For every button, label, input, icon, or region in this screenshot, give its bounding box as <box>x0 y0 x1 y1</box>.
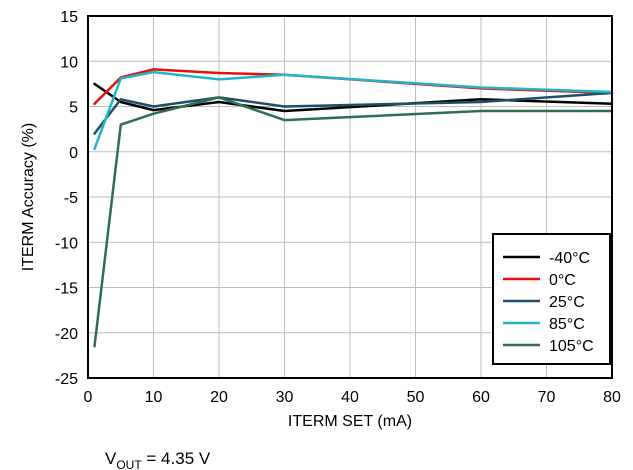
y-tick-label: -10 <box>55 235 78 252</box>
x-tick-label: 60 <box>472 389 490 406</box>
x-tick-label: 50 <box>407 389 425 406</box>
x-tick-label: 30 <box>276 389 294 406</box>
y-tick-label: -25 <box>55 371 78 388</box>
x-tick-labels: 0 10 20 30 40 50 60 70 80 <box>84 389 621 406</box>
legend-label-1: 0°C <box>549 272 576 289</box>
y-tick-labels: 15 10 5 0 -5 -10 -15 -20 -25 <box>55 9 78 388</box>
x-tick-label: 40 <box>341 389 359 406</box>
y-tick-label: 5 <box>69 100 78 117</box>
legend-label-2: 25°C <box>549 294 585 311</box>
x-axis-title: ITERM SET (mA) <box>288 413 412 430</box>
x-tick-label: 10 <box>145 389 163 406</box>
legend: -40°C 0°C 25°C 85°C 105°C <box>492 233 611 365</box>
legend-label-0: -40°C <box>549 250 590 267</box>
y-axis-title: ITERM Accuracy (%) <box>20 123 37 271</box>
vout-note-suffix: = 4.35 V <box>142 449 211 468</box>
y-tick-label: 15 <box>60 9 78 26</box>
x-tick-label: 80 <box>603 389 621 406</box>
vout-note: VOUT = 4.35 V <box>105 449 211 470</box>
series-line-4 <box>93 96 614 348</box>
x-tick-label: 70 <box>538 389 556 406</box>
vout-note-subscript: OUT <box>116 458 142 470</box>
legend-box <box>492 233 611 365</box>
x-tick-label: 20 <box>210 389 228 406</box>
series-line-0 <box>93 82 614 113</box>
series-lines <box>93 68 614 348</box>
y-tick-label: -5 <box>64 190 78 207</box>
y-tick-label: 0 <box>69 145 78 162</box>
legend-label-3: 85°C <box>549 316 585 333</box>
x-tick-label: 0 <box>84 389 93 406</box>
vout-note-prefix: V <box>105 449 117 468</box>
plot-area-frame <box>87 15 613 379</box>
y-tick-label: -20 <box>55 326 78 343</box>
legend-label-4: 105°C <box>549 338 594 355</box>
series-line-2 <box>93 91 614 135</box>
series-line-3 <box>93 70 614 151</box>
y-tick-label: 10 <box>60 54 78 71</box>
y-tick-label: -15 <box>55 281 78 298</box>
